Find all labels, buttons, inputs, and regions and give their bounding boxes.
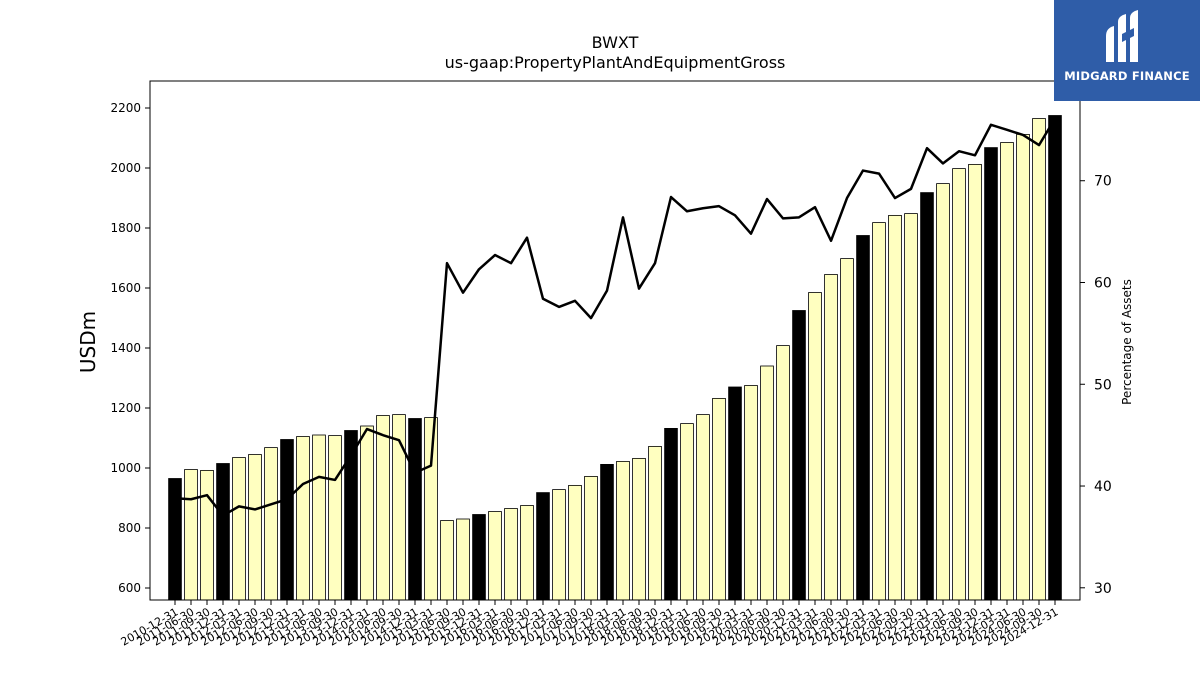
- y-tick-label: 1000: [110, 461, 141, 475]
- bar-2014-06-30: [376, 415, 390, 601]
- chart-subtitle: us-gaap:PropertyPlantAndEquipmentGross: [445, 53, 786, 72]
- bar-2023-06-30: [952, 168, 966, 601]
- y-axis-label: USDm: [76, 311, 100, 373]
- bar-2022-12-31: [920, 192, 934, 601]
- bar-2021-09-30: [840, 258, 854, 601]
- bar-2022-09-30: [904, 213, 918, 601]
- bar-2021-03-31: [808, 292, 822, 601]
- bar-2015-03-31: [424, 417, 438, 601]
- bar-2024-06-30: [1016, 133, 1030, 601]
- y2-tick-label: 30: [1094, 581, 1112, 597]
- bar-2019-03-31: [680, 423, 694, 601]
- y2-tick-label: 40: [1094, 479, 1112, 495]
- bar-2017-06-30: [568, 484, 582, 601]
- bar-2012-09-30: [264, 447, 278, 601]
- bar-2015-06-30: [440, 520, 454, 601]
- bar-2021-06-30: [824, 274, 838, 601]
- bar-2020-03-31: [744, 385, 758, 601]
- bar-2012-06-30: [248, 454, 262, 601]
- bar-2013-09-30: [328, 435, 342, 601]
- bar-2018-12-31: [664, 427, 678, 601]
- bar-2019-06-30: [696, 414, 710, 601]
- line-series: [174, 118, 1057, 517]
- bar-2012-12-31: [280, 439, 294, 601]
- bar-2016-03-31: [488, 511, 502, 601]
- y-tick-label: 2000: [110, 161, 141, 175]
- bar-2024-09-30: [1032, 118, 1046, 601]
- bar-2018-06-30: [632, 457, 646, 601]
- bar-2020-06-30: [760, 365, 774, 601]
- y2-axis-label: Percentage of Assets: [1120, 279, 1134, 405]
- bar-2022-03-31: [872, 222, 886, 601]
- y2-tick-label: 50: [1094, 377, 1112, 393]
- bar-2023-03-31: [936, 183, 950, 601]
- plot-frame: [149, 80, 1081, 601]
- bar-2024-12-31: [1048, 115, 1062, 601]
- bar-2012-03-31: [232, 457, 246, 601]
- bar-2016-06-30: [504, 508, 518, 601]
- y-tick-label: 1200: [110, 401, 141, 415]
- bar-2017-12-31: [600, 463, 614, 601]
- y-tick-label: 1400: [110, 341, 141, 355]
- bar-2015-09-30: [456, 518, 470, 601]
- y-axis-left: 600 800 1000 1200 1400 1600 1800 2000 2200: [110, 101, 150, 595]
- bar-2015-12-31: [472, 514, 486, 601]
- bar-2014-12-31: [408, 418, 422, 601]
- bar-2017-03-31: [552, 489, 566, 601]
- bar-2019-12-31: [728, 386, 742, 601]
- bar-2020-12-31: [792, 310, 806, 601]
- bar-2019-09-30: [712, 397, 726, 601]
- bar-2023-09-30: [968, 163, 982, 601]
- bar-2023-12-31: [984, 147, 998, 601]
- bar-2021-12-31: [856, 235, 870, 601]
- x-axis: 2010-12-312011-06-302011-09-302011-12-31…: [119, 600, 1061, 649]
- y2-tick-label: 60: [1094, 275, 1112, 291]
- bar-2011-06-30: [184, 469, 198, 601]
- bar-2018-09-30: [648, 445, 662, 601]
- bar-2016-12-31: [536, 492, 550, 601]
- midgard-logo-icon: [1106, 10, 1138, 62]
- bar-2011-09-30: [200, 469, 214, 601]
- percentage-line: [174, 118, 1057, 517]
- y-tick-label: 1800: [110, 221, 141, 235]
- bar-2013-06-30: [312, 434, 326, 601]
- bar-2010-12-31: [168, 478, 182, 601]
- bar-2018-03-31: [616, 460, 630, 601]
- bar-2020-09-30: [776, 345, 790, 601]
- y2-tick-label: 70: [1094, 174, 1112, 190]
- logo-text: MIDGARD FINANCE: [1064, 69, 1190, 83]
- bar-2017-09-30: [584, 475, 598, 601]
- brand-logo: MIDGARD FINANCE: [1054, 0, 1200, 101]
- bar-series: [168, 115, 1062, 601]
- y-tick-label: 2200: [110, 101, 141, 115]
- bar-2014-03-31: [360, 425, 374, 601]
- bar-2022-06-30: [888, 214, 902, 601]
- y-tick-label: 1600: [110, 281, 141, 295]
- bar-2016-09-30: [520, 505, 534, 601]
- y-axis-right: 30 40 50 60 70: [1080, 174, 1112, 597]
- bar-2011-12-31: [216, 463, 230, 601]
- bar-2013-03-31: [296, 436, 310, 601]
- bar-2024-03-31: [1000, 142, 1014, 601]
- chart-title: BWXT: [592, 33, 639, 52]
- y-tick-label: 600: [118, 581, 141, 595]
- y-tick-label: 800: [118, 521, 141, 535]
